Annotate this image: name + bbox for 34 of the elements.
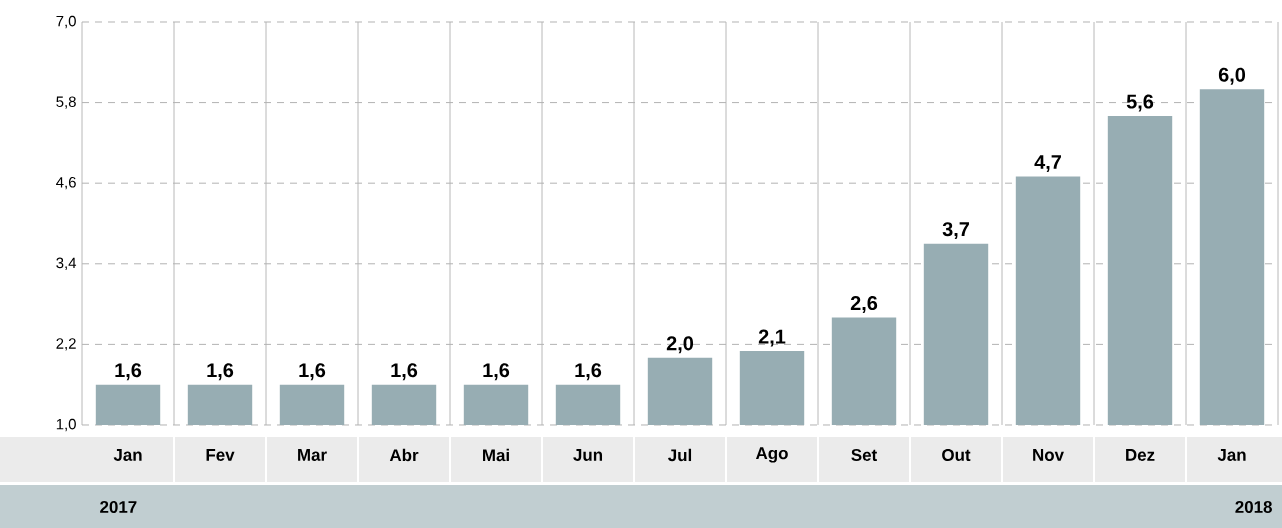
x-tick-label: Jun [573,449,603,461]
x-tick-label: Mar [298,449,327,461]
y-tick-label: 1,0 [56,418,76,432]
x-tick-label: Set [851,448,877,461]
data-label: 1,6 [299,363,326,381]
x-tick-label: Mai [483,448,509,462]
data-label: 1,6 [207,363,234,381]
text: 2018 [1235,500,1272,513]
data-label: 1,6 [483,363,510,381]
text: 2017 [100,500,137,513]
y-tick-label: 4,6 [56,177,76,190]
data-label: 5,6 [1126,94,1154,112]
x-tick-label: Out [942,448,971,461]
x-tick-label: Jan [1217,449,1246,461]
x-tick-label: Jan [113,449,142,461]
data-label: 1,6 [575,363,602,381]
data-label: 2,1 [758,329,786,347]
data-label: 2,0 [666,336,694,354]
x-tick-label: Nov [1033,449,1064,461]
x-tick-label: Fev [206,449,235,461]
x-tick-label: Abr [389,448,419,462]
data-label: 6,0 [1218,67,1246,85]
data-label: 3,7 [942,222,969,240]
x-tick-label: Ago [755,447,788,463]
y-tick-label: 3,4 [56,257,77,270]
y-tick-label: 2,2 [56,338,76,351]
x-tick-label: Dez [1126,449,1155,461]
data-label: 1,6 [391,363,418,381]
y-tick-label: 7,0 [56,15,76,29]
data-label: 4,7 [1034,155,1061,172]
x-tick-label: Jul [668,448,692,462]
y-tick-label: 5,8 [56,96,76,109]
data-label: 2,6 [850,296,878,313]
data-label: 1,6 [115,363,142,381]
